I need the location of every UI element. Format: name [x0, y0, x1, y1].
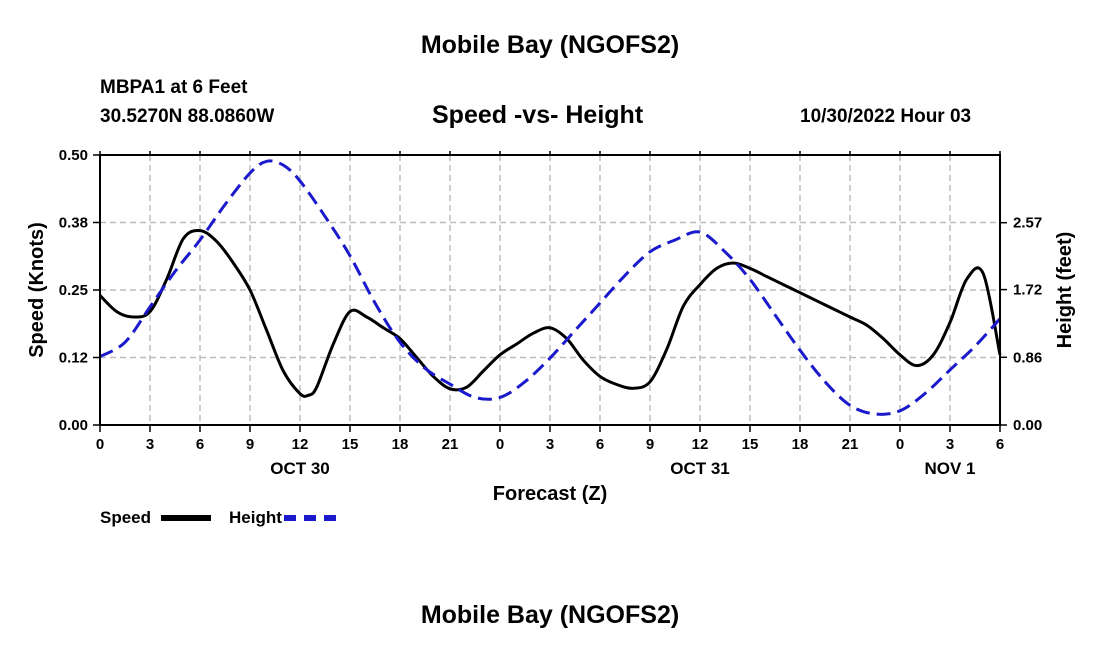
x-tick-label: 0: [96, 436, 104, 453]
x-tick-label: 18: [792, 436, 809, 453]
station-coords: 30.5270N 88.0860W: [100, 106, 275, 127]
x-tick-label: 12: [292, 436, 309, 453]
x-tick-label: 9: [646, 436, 654, 453]
y-tick-label: 0.12: [59, 350, 88, 367]
x-tick-label: 0: [496, 436, 504, 453]
chart-title: Mobile Bay (NGOFS2): [420, 31, 680, 59]
x-tick-label: 18: [392, 436, 409, 453]
x-tick-label: 0: [896, 436, 904, 453]
date-label: OCT 30: [270, 459, 330, 478]
x-tick-label: 3: [146, 436, 154, 453]
x-tick-label: 6: [196, 436, 204, 453]
date-label: NOV 1: [924, 459, 975, 478]
x-tick-label: 21: [842, 436, 859, 453]
chart-subtitle: Speed -vs- Height: [432, 101, 644, 129]
y-tick-label: 0.00: [59, 417, 88, 434]
speed-series-line: [98, 229, 1002, 398]
x-tick-label: 3: [946, 436, 954, 453]
x-tick-label: 6: [996, 436, 1004, 453]
y2-tick-label: 1.72: [1013, 282, 1042, 299]
legend: Speed Height: [100, 508, 336, 528]
footer-title: Mobile Bay (NGOFS2): [420, 601, 680, 629]
date-label: OCT 31: [670, 459, 730, 478]
legend-speed-label: Speed: [100, 508, 152, 527]
axis-layer: 0 3 6 9 12 15 18 21 0 3 6 9 12 15 18 21 0 3 6 0.00 0.12 0.25 0…: [59, 147, 1042, 478]
forecast-timestamp: 10/30/2022 Hour 03: [800, 106, 972, 127]
x-tick-label: 6: [596, 436, 604, 453]
legend-height-label: Height: [229, 508, 282, 527]
y2-tick-label: 0.86: [1013, 349, 1042, 366]
y2-tick-label: 2.57: [1013, 215, 1042, 232]
x-tick-label: 15: [742, 436, 759, 453]
y2-tick-label: 0.00: [1013, 417, 1042, 434]
station-label: MBPA1 at 6 Feet: [100, 77, 248, 98]
x-tick-label: 21: [442, 436, 459, 453]
series-layer: [98, 159, 1002, 416]
y-axis-label: Speed (Knots): [26, 222, 48, 358]
x-tick-label: 15: [342, 436, 359, 453]
x-tick-label: 9: [246, 436, 254, 453]
height-series-line: [99, 159, 1002, 416]
y-tick-label: 0.38: [59, 215, 88, 232]
y-tick-label: 0.50: [59, 147, 88, 164]
grid-lines: [100, 154, 1000, 425]
y-tick-label: 0.25: [59, 282, 88, 299]
y2-axis-label: Height (feet): [1054, 232, 1076, 349]
x-tick-label: 12: [692, 436, 709, 453]
x-axis-label: Forecast (Z): [493, 483, 607, 505]
x-tick-label: 3: [546, 436, 554, 453]
legend-speed-swatch: [161, 515, 212, 521]
legend-height-swatch: [283, 515, 336, 521]
